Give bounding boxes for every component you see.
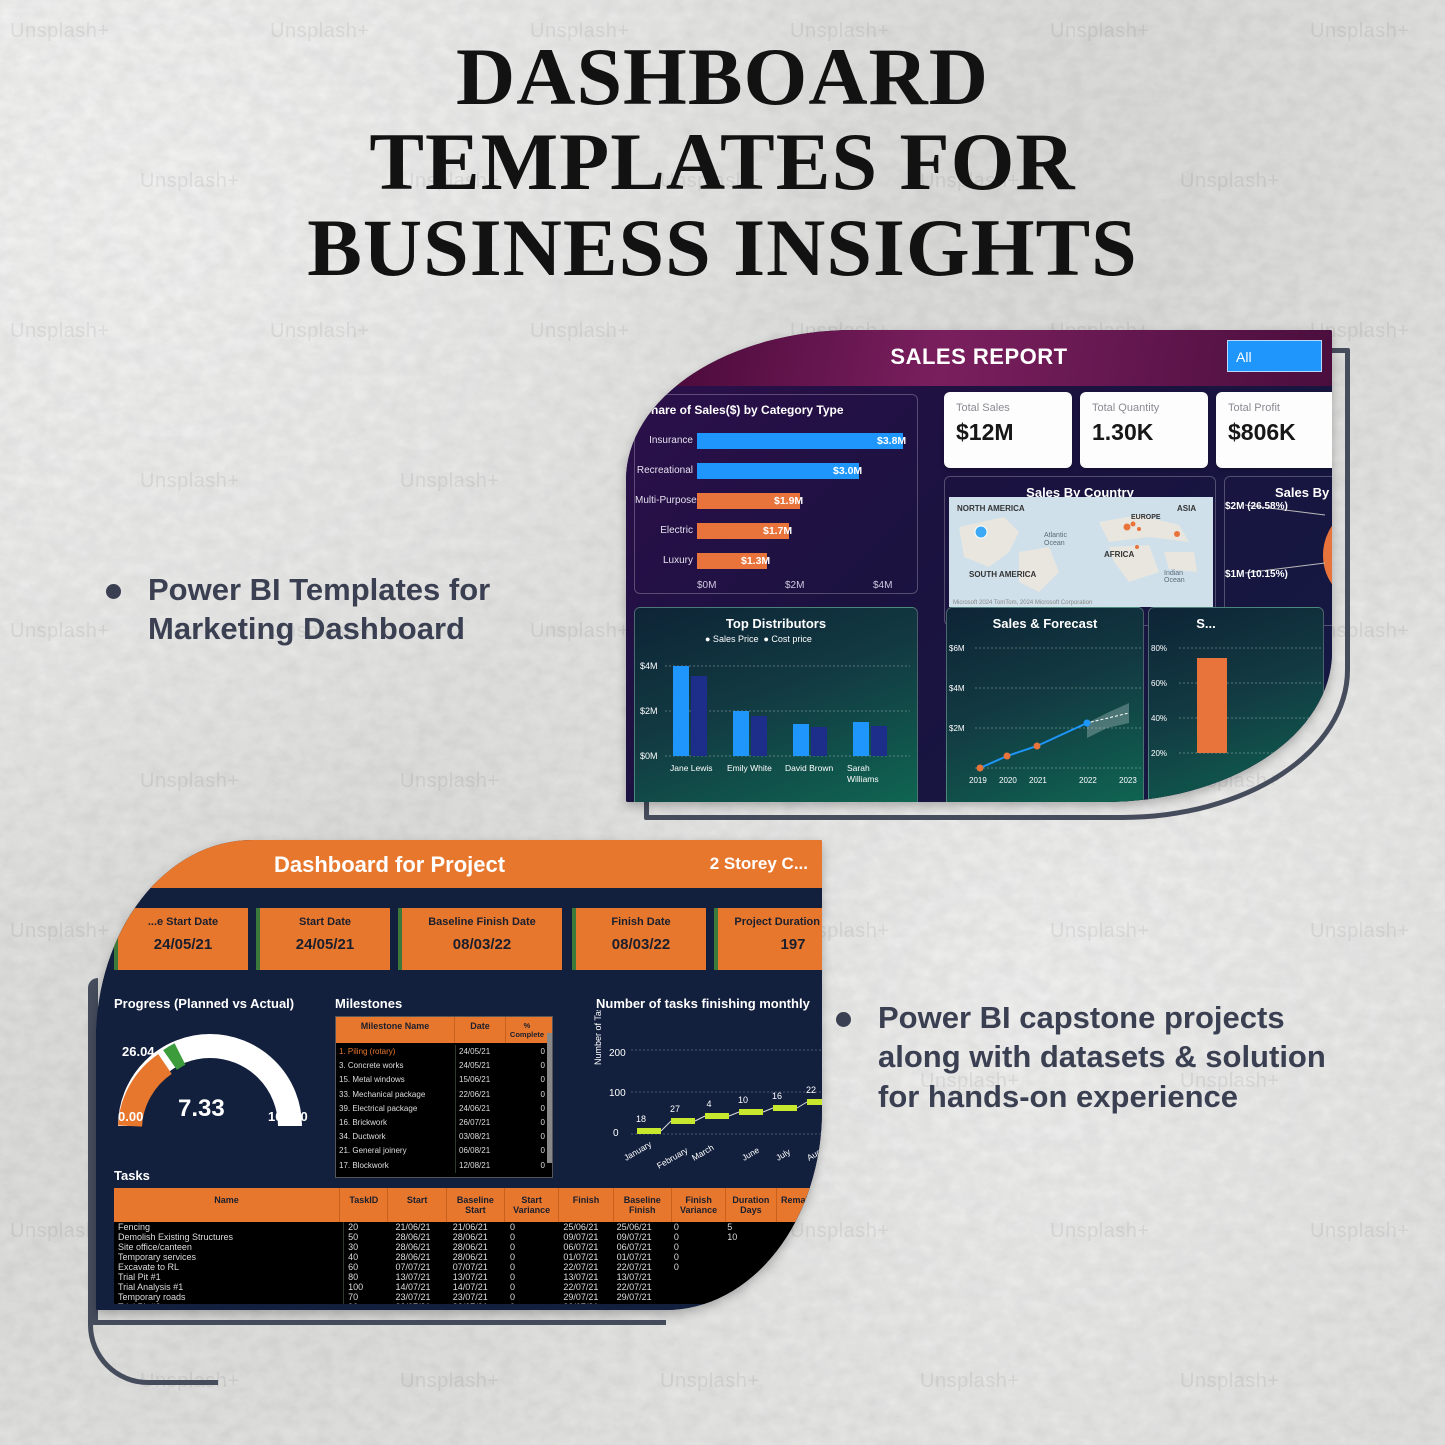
svg-text:$2M: $2M	[949, 724, 965, 733]
svg-text:NORTH AMERICA: NORTH AMERICA	[957, 504, 1025, 513]
svg-text:60%: 60%	[1151, 679, 1167, 688]
svg-text:0: 0	[613, 1128, 619, 1139]
svg-text:2023: 2023	[1119, 776, 1137, 785]
svg-text:2021: 2021	[1029, 776, 1047, 785]
svg-text:AFRICA: AFRICA	[1104, 550, 1134, 559]
svg-text:2020: 2020	[999, 776, 1017, 785]
svg-text:August: August	[805, 1141, 822, 1163]
svg-text:200: 200	[609, 1048, 626, 1059]
svg-text:Williams: Williams	[847, 774, 879, 784]
svg-text:0.00: 0.00	[118, 1109, 143, 1124]
svg-text:100: 100	[609, 1088, 626, 1099]
svg-text:4: 4	[706, 1099, 711, 1109]
svg-text:Ocean: Ocean	[1044, 540, 1065, 547]
svg-text:EUROPE: EUROPE	[1131, 514, 1161, 521]
svg-text:40%: 40%	[1151, 714, 1167, 723]
svg-text:20%: 20%	[1151, 749, 1167, 758]
svg-text:7.33: 7.33	[178, 1095, 225, 1122]
svg-text:$6M: $6M	[949, 644, 965, 653]
svg-text:26.04: 26.04	[122, 1044, 155, 1059]
svg-text:80%: 80%	[1151, 644, 1167, 653]
svg-text:Number of Tasks: Number of Tasks	[593, 1010, 603, 1065]
svg-text:February: February	[655, 1145, 690, 1171]
svg-text:$4M: $4M	[640, 661, 658, 671]
svg-text:$2M (26.58%): $2M (26.58%)	[1225, 501, 1288, 512]
svg-text:ASIA: ASIA	[1177, 504, 1196, 513]
svg-text:June: June	[740, 1145, 761, 1163]
svg-text:22: 22	[806, 1085, 816, 1095]
svg-text:March: March	[690, 1142, 716, 1163]
svg-text:$1M (10.15%): $1M (10.15%)	[1225, 569, 1288, 580]
svg-text:100.00: 100.00	[268, 1109, 308, 1124]
svg-text:Atlantic: Atlantic	[1044, 532, 1067, 539]
svg-text:Microsoft 2024 TomTom, 2024 Mi: Microsoft 2024 TomTom, 2024 Microsoft Co…	[953, 600, 1092, 606]
svg-text:16: 16	[772, 1091, 782, 1101]
svg-text:David Brown: David Brown	[785, 763, 833, 773]
svg-text:27: 27	[670, 1104, 680, 1114]
svg-text:Jane Lewis: Jane Lewis	[670, 763, 713, 773]
svg-text:$2M: $2M	[640, 706, 658, 716]
svg-text:SOUTH AMERICA: SOUTH AMERICA	[969, 570, 1036, 579]
svg-text:2022: 2022	[1079, 776, 1097, 785]
svg-text:Sarah: Sarah	[847, 763, 870, 773]
svg-text:$4M: $4M	[949, 684, 965, 693]
svg-text:January: January	[622, 1139, 654, 1163]
svg-text:2019: 2019	[969, 776, 987, 785]
svg-text:Emily White: Emily White	[727, 763, 772, 773]
svg-text:18: 18	[636, 1114, 646, 1124]
svg-text:Ocean: Ocean	[1164, 577, 1185, 584]
svg-text:Indian: Indian	[1164, 570, 1183, 577]
svg-text:July: July	[774, 1146, 793, 1163]
svg-text:$0M: $0M	[640, 751, 658, 761]
svg-text:10: 10	[738, 1095, 748, 1105]
